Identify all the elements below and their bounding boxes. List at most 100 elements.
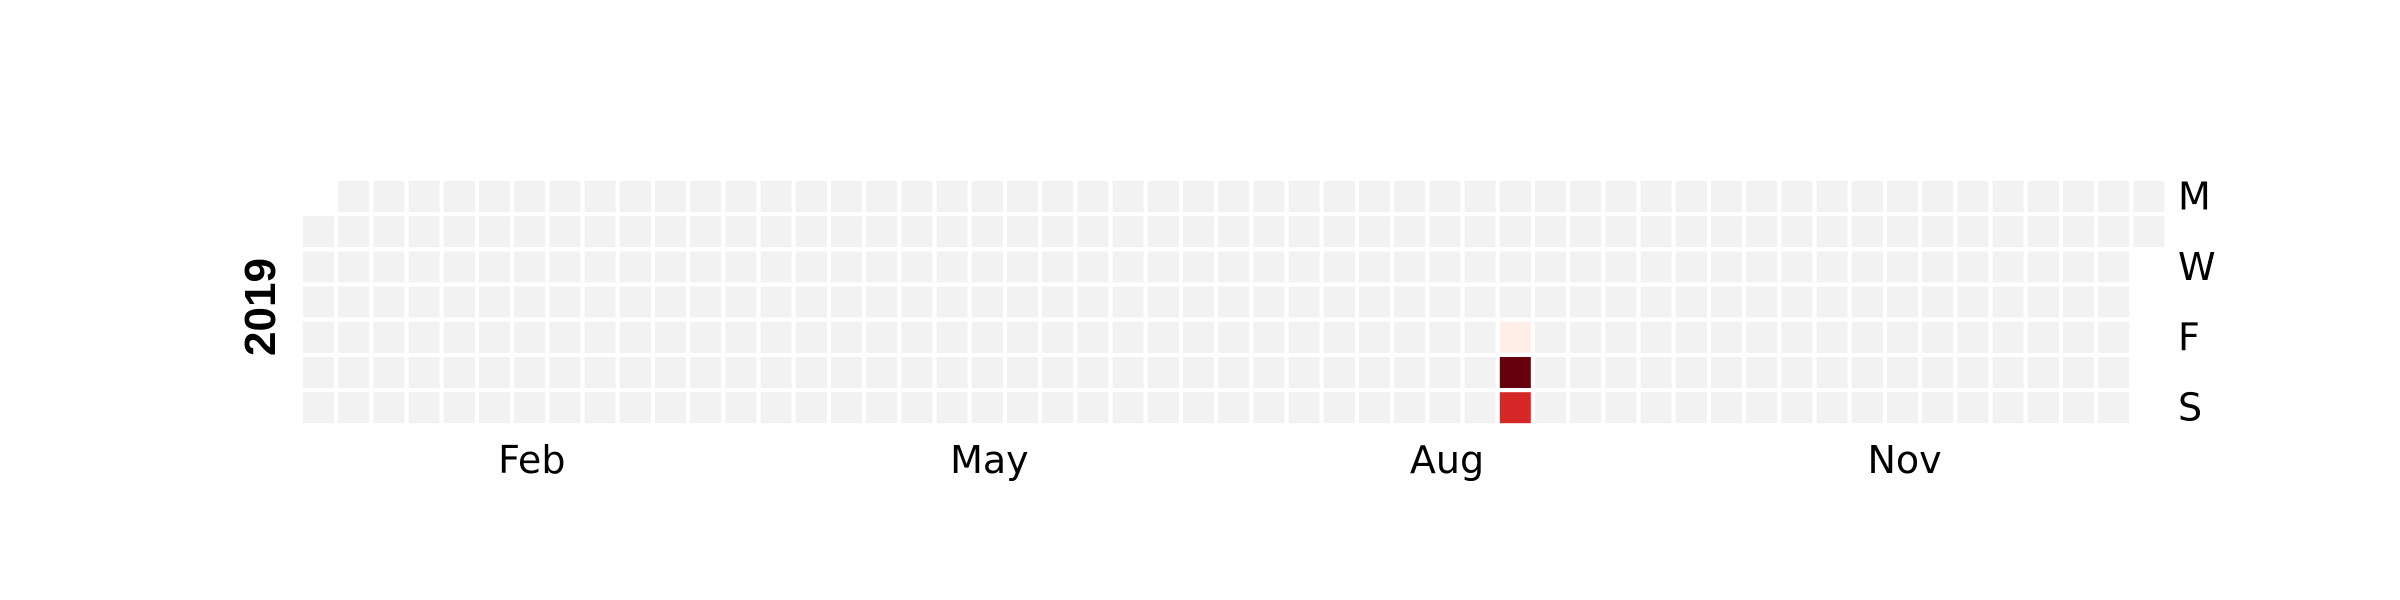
heatmap-cell [1922,286,1954,318]
heatmap-cell [514,321,546,353]
heatmap-cell [936,321,968,353]
heatmap-cell [971,321,1003,353]
heatmap-cell [1042,321,1074,353]
heatmap-cell [2098,321,2130,353]
heatmap-cell [1675,286,1707,318]
heatmap-cell [1992,216,2024,248]
heatmap-cell [443,357,475,388]
heatmap-cell [2063,321,2094,353]
heatmap-cell [2098,392,2130,424]
heatmap-cell [1816,392,1848,424]
heatmap-cell [866,357,898,388]
heatmap-cell [866,181,898,212]
heatmap-cell [655,321,686,353]
heatmap-cell [866,392,898,424]
heatmap-cell [443,286,475,318]
heatmap-cell [1851,392,1883,424]
heatmap-cell [1711,181,1742,212]
heatmap-cell [303,216,334,248]
heatmap-cell [584,216,616,248]
heatmap-cell [1288,286,1320,318]
heatmap-cell [1147,181,1179,212]
heatmap-cell [831,286,862,318]
heatmap-cell [1464,321,1496,353]
heatmap-cell [1359,251,1390,283]
heatmap-cell [479,392,510,424]
heatmap-cell [971,181,1003,212]
heatmap-cell [443,321,475,353]
heatmap-cell [1077,216,1109,248]
heatmap-cell [1605,286,1637,318]
heatmap-cell [549,286,581,318]
heatmap-cell [1394,357,1426,388]
heatmap-cell [1253,286,1285,318]
heatmap-cell [443,216,475,248]
heatmap-cell [619,216,651,248]
heatmap-cell [303,357,334,388]
heatmap-cell [1957,286,1989,318]
heatmap-cell [1535,357,1566,388]
heatmap-cell [1675,357,1707,388]
heatmap-cell [795,286,827,318]
heatmap-cell [2063,392,2094,424]
heatmap-cell [1992,251,2024,283]
heatmap-cell [443,392,475,424]
heatmap-cell [1077,286,1109,318]
heatmap-cell [2098,357,2130,388]
heatmap-cell [1147,357,1179,388]
heatmap-cell [2098,181,2130,212]
heatmap-cell [725,357,757,388]
heatmap-cell [901,181,933,212]
heatmap-cell [901,216,933,248]
heatmap-cell [584,286,616,318]
heatmap-cell [1464,392,1496,424]
heatmap-cell [1183,181,1214,212]
heatmap-cell [655,286,686,318]
heatmap-cell [2133,216,2165,248]
heatmap-cell [338,216,370,248]
heatmap-cell [373,286,405,318]
heatmap-cell [1218,181,1250,212]
heatmap-cell [619,357,651,388]
heatmap-cell [1359,286,1390,318]
heatmap-cell [1781,357,1813,388]
heatmap-cell [2063,181,2094,212]
heatmap-cell [373,181,405,212]
heatmap-cell [866,286,898,318]
heatmap-cell [619,286,651,318]
heatmap-cell [1922,321,1954,353]
heatmap-cell [1429,216,1461,248]
heatmap-cell [1394,286,1426,318]
heatmap-cell [1394,321,1426,353]
heatmap-cell [514,286,546,318]
heatmap-cell [760,321,792,353]
heatmap-cell [971,357,1003,388]
heatmap-cell [1570,357,1602,388]
heatmap-cell [1922,181,1954,212]
heatmap-cell [1746,392,1778,424]
heatmap-cell-active [1499,321,1531,353]
heatmap-cell [1112,216,1144,248]
heatmap-cell [1218,392,1250,424]
heatmap-cell [1640,216,1672,248]
heatmap-cell [2027,286,2059,318]
heatmap-cell [549,216,581,248]
heatmap-cell [725,321,757,353]
heatmap-cell [1640,392,1672,424]
heatmap-cell [1007,286,1038,318]
heatmap-cell [655,181,686,212]
heatmap-cell [795,392,827,424]
heatmap-cell [1464,251,1496,283]
heatmap-cell [1323,357,1355,388]
heatmap-cell [1394,181,1426,212]
heatmap-cell [1394,392,1426,424]
heatmap-cells [303,181,2165,424]
heatmap-cell [1042,392,1074,424]
heatmap-cell [971,216,1003,248]
heatmap-cell [1640,251,1672,283]
heatmap-cell [1640,321,1672,353]
heatmap-cell [1851,357,1883,388]
heatmap-cell [1323,216,1355,248]
